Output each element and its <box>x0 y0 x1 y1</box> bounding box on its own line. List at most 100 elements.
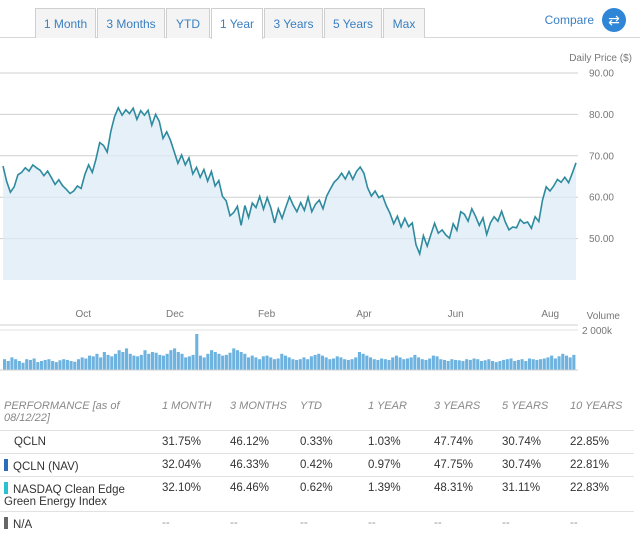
volume-bar <box>302 357 306 370</box>
volume-bar <box>368 357 373 370</box>
volume-bar <box>221 355 225 370</box>
volume-bars <box>3 334 576 370</box>
volume-bar <box>535 359 539 370</box>
volume-bar <box>524 361 528 370</box>
tab-max[interactable]: Max <box>383 8 425 38</box>
volume-bar <box>317 353 321 370</box>
volume-bar <box>99 357 103 370</box>
volume-bar <box>173 348 177 370</box>
header-10-years: 10 YEARS <box>570 400 623 412</box>
volume-bar <box>424 359 428 370</box>
volume-bar <box>106 354 110 370</box>
table-cell: -- <box>566 511 634 535</box>
volume-bar <box>235 350 239 370</box>
volume-bar <box>357 352 361 370</box>
row-name-cell: N/A <box>0 511 158 535</box>
volume-bar <box>527 358 532 370</box>
tab-1-month[interactable]: 1 Month <box>35 8 96 38</box>
volume-bar <box>132 355 136 370</box>
table-cell: 30.74% <box>498 430 566 454</box>
volume-bar <box>95 353 99 370</box>
swap-arrows-icon[interactable]: ⇄ <box>602 8 626 32</box>
volume-bar <box>84 358 88 370</box>
table-cell: -- <box>158 511 226 535</box>
volume-bar <box>165 353 169 370</box>
table-cell: 31.75% <box>158 430 226 454</box>
volume-bar <box>405 358 410 370</box>
volume-bar <box>472 358 476 370</box>
x-tick-label: Oct <box>75 309 91 320</box>
volume-bar <box>32 358 36 370</box>
compare-label: Compare <box>544 13 594 27</box>
y-axis-label: Daily Price ($) <box>569 53 632 64</box>
volume-bar <box>383 359 387 370</box>
volume-bar <box>150 352 154 370</box>
volume-bar <box>228 352 232 370</box>
y-tick-label: 70.00 <box>589 151 614 162</box>
volume-bar <box>387 359 391 370</box>
volume-bar <box>169 350 173 370</box>
tab-ytd[interactable]: YTD <box>166 8 210 38</box>
volume-bar <box>73 361 77 370</box>
price-area-fill <box>3 107 576 280</box>
tab-1-year[interactable]: 1 Year <box>211 8 263 39</box>
volume-bar <box>39 361 44 370</box>
table-cell: 31.11% <box>498 476 566 512</box>
volume-bar <box>502 359 506 370</box>
tab-3-months[interactable]: 3 Months <box>97 8 165 38</box>
volume-bar <box>498 361 502 370</box>
volume-bar <box>398 357 402 370</box>
volume-bar <box>283 355 288 370</box>
volume-bar <box>80 357 84 370</box>
volume-bar <box>468 359 472 370</box>
table-cell: -- <box>430 511 498 535</box>
table-cell: 22.83% <box>566 476 634 512</box>
volume-bar <box>69 361 73 370</box>
volume-bar <box>568 357 572 370</box>
volume-label: Volume <box>587 311 621 322</box>
volume-bar <box>520 359 524 370</box>
volume-bar <box>88 355 92 370</box>
table-cell: 0.62% <box>296 476 364 512</box>
volume-bar <box>490 361 495 370</box>
price-chart: Daily Price ($) 50.00 60.00 70.00 80.00 90.0… <box>0 53 632 371</box>
volume-bar <box>428 358 432 370</box>
x-tick-label: Feb <box>258 309 276 320</box>
volume-bar <box>335 356 339 370</box>
table-cell: 47.75% <box>430 453 498 477</box>
table-cell: 30.74% <box>498 453 566 477</box>
row-name-cell: QCLN <box>0 430 158 454</box>
volume-bar <box>513 361 517 370</box>
volume-bar <box>176 352 180 370</box>
volume-bar <box>339 357 343 370</box>
volume-bar <box>435 356 439 370</box>
volume-bar <box>431 355 435 370</box>
row-name: QCLN <box>14 436 46 448</box>
volume-bar <box>276 358 280 370</box>
volume-bar <box>43 359 47 370</box>
volume-bar <box>113 353 117 370</box>
table-cell: 1.39% <box>364 476 430 512</box>
volume-bar <box>246 357 251 370</box>
y-tick-label: 50.00 <box>589 234 614 245</box>
tab-3-years[interactable]: 3 Years <box>264 8 323 38</box>
volume-bar <box>210 350 214 370</box>
price-line <box>2 105 577 257</box>
y-tick-label: 90.00 <box>589 69 614 80</box>
volume-bar <box>213 352 217 370</box>
tab-5-years[interactable]: 5 Years <box>324 8 382 38</box>
table-cell: 1.03% <box>364 430 430 454</box>
volume-bar <box>531 359 535 370</box>
table-cell: 32.04% <box>158 453 226 477</box>
volume-bar <box>417 357 421 370</box>
compare-control[interactable]: Compare ⇄ <box>545 8 626 32</box>
volume-bar <box>280 353 284 370</box>
table-cell: 22.81% <box>566 453 634 477</box>
table-cell: 0.97% <box>364 453 430 477</box>
table-cell: 0.33% <box>296 430 364 454</box>
volume-bar <box>557 356 561 370</box>
volume-bar <box>320 355 325 370</box>
volume-bar <box>21 362 25 370</box>
table-row: N/A -- -- -- -- -- -- -- <box>0 511 634 535</box>
volume-bar <box>446 361 450 370</box>
